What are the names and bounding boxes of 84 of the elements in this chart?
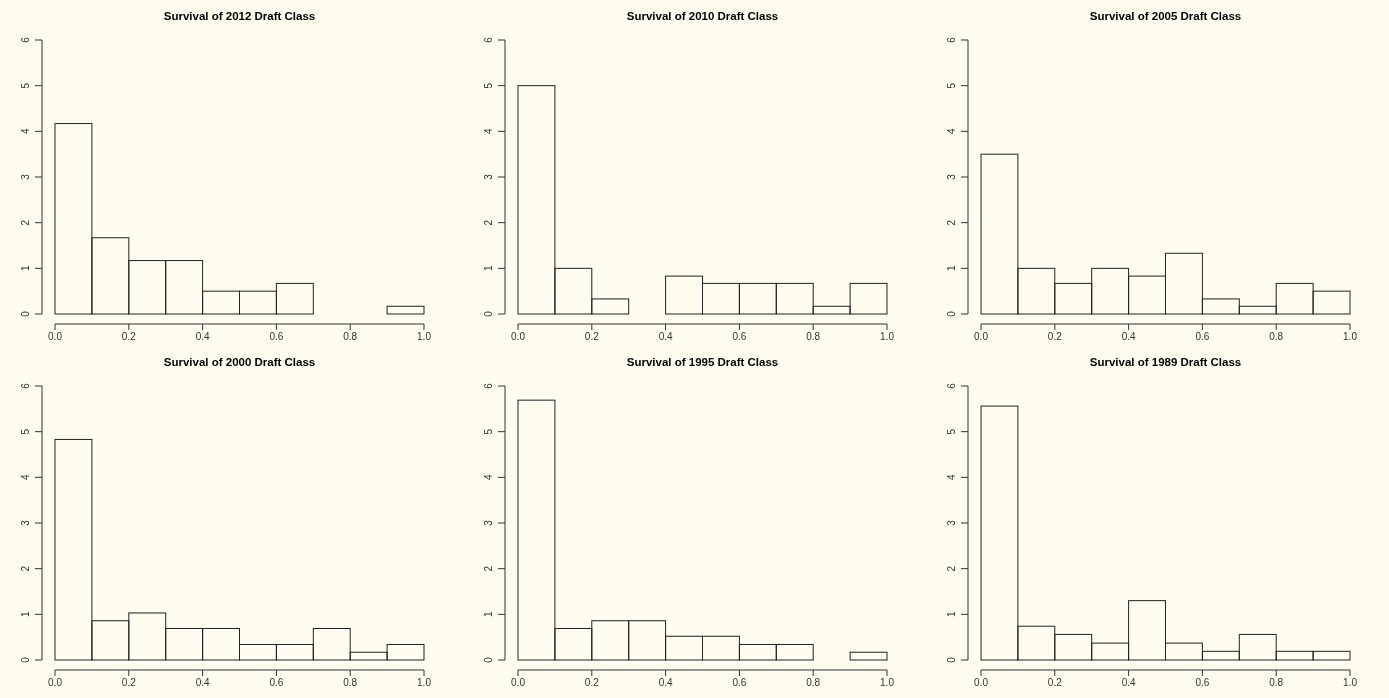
y-tick-label: 2	[946, 219, 957, 226]
x-tick-label: 0.4	[195, 677, 210, 688]
x-tick-label: 0.0	[974, 677, 989, 688]
x-tick-label: 0.0	[48, 331, 63, 342]
x-tick-label: 0.6	[732, 331, 747, 342]
y-tick-label: 6	[483, 382, 494, 389]
x-tick-label: 0.2	[584, 331, 600, 342]
x-tick-label: 0.8	[806, 677, 821, 688]
x-tick-label: 0.2	[584, 677, 600, 688]
x-tick-label: 0.4	[195, 331, 210, 342]
chart-title: Survival of 1995 Draft Class	[626, 356, 779, 368]
x-tick-label: 1.0	[1343, 677, 1358, 688]
y-tick-label: 4	[483, 474, 494, 481]
y-tick-label: 0	[20, 656, 31, 663]
x-tick-label: 1.0	[1343, 331, 1358, 342]
y-tick-label: 5	[20, 82, 31, 89]
x-tick-label: 0.4	[1121, 677, 1136, 688]
y-tick-label: 5	[946, 82, 957, 89]
y-tick-label: 0	[946, 310, 957, 317]
y-tick-label: 1	[946, 265, 957, 272]
x-tick-label: 0.0	[48, 677, 63, 688]
y-tick-label: 4	[20, 128, 31, 135]
y-tick-label: 1	[483, 265, 494, 272]
y-tick-label: 3	[20, 519, 31, 526]
y-tick-label: 1	[946, 611, 957, 618]
x-tick-label: 1.0	[417, 677, 432, 688]
x-tick-label: 1.0	[417, 331, 432, 342]
x-tick-label: 0.6	[269, 331, 284, 342]
y-tick-label: 3	[20, 173, 31, 180]
chart-title: Survival of 2000 Draft Class	[163, 356, 316, 368]
y-tick-label: 6	[946, 382, 957, 389]
y-tick-label: 5	[20, 428, 31, 435]
x-tick-label: 0.8	[806, 331, 821, 342]
y-tick-label: 2	[946, 565, 957, 572]
chart-title: Survival of 2010 Draft Class	[626, 10, 779, 22]
y-tick-label: 5	[483, 82, 494, 89]
y-tick-label: 6	[946, 36, 957, 43]
y-tick-label: 6	[20, 36, 31, 43]
x-tick-label: 0.6	[1195, 677, 1210, 688]
x-tick-label: 0.2	[121, 677, 137, 688]
x-tick-label: 0.8	[343, 331, 358, 342]
y-tick-label: 5	[483, 428, 494, 435]
x-tick-label: 0.2	[1047, 677, 1063, 688]
y-tick-label: 3	[483, 519, 494, 526]
x-tick-label: 0.8	[1269, 331, 1284, 342]
x-tick-label: 0.8	[343, 677, 358, 688]
y-tick-label: 2	[483, 219, 494, 226]
y-tick-label: 4	[20, 474, 31, 481]
chart-title: Survival of 2012 Draft Class	[163, 10, 316, 22]
y-tick-label: 2	[483, 565, 494, 572]
y-tick-label: 0	[946, 656, 957, 663]
y-tick-label: 3	[483, 173, 494, 180]
chart-title: Survival of 1989 Draft Class	[1089, 356, 1242, 368]
y-tick-label: 4	[946, 128, 957, 135]
y-tick-label: 2	[20, 219, 31, 226]
x-tick-label: 0.2	[1047, 331, 1063, 342]
x-tick-label: 0.6	[1195, 331, 1210, 342]
x-tick-label: 0.6	[269, 677, 284, 688]
x-tick-label: 0.4	[658, 331, 673, 342]
y-tick-label: 3	[946, 173, 957, 180]
y-tick-label: 0	[483, 656, 494, 663]
y-tick-label: 1	[20, 265, 31, 272]
x-tick-label: 0.0	[974, 331, 989, 342]
y-tick-label: 5	[946, 428, 957, 435]
y-tick-label: 1	[483, 611, 494, 618]
y-tick-label: 3	[946, 519, 957, 526]
y-tick-label: 4	[483, 128, 494, 135]
x-tick-label: 1.0	[880, 677, 895, 688]
y-tick-label: 2	[20, 565, 31, 572]
y-tick-label: 6	[20, 382, 31, 389]
x-tick-label: 0.4	[658, 677, 673, 688]
y-tick-label: 0	[483, 310, 494, 317]
y-tick-label: 1	[20, 611, 31, 618]
y-tick-label: 6	[483, 36, 494, 43]
y-tick-label: 0	[20, 310, 31, 317]
x-tick-label: 0.0	[511, 331, 526, 342]
x-tick-label: 0.2	[121, 331, 137, 342]
x-tick-label: 0.8	[1269, 677, 1284, 688]
x-tick-label: 0.0	[511, 677, 526, 688]
chart-title: Survival of 2005 Draft Class	[1089, 10, 1242, 22]
y-tick-label: 4	[946, 474, 957, 481]
x-tick-label: 1.0	[880, 331, 895, 342]
x-tick-label: 0.6	[732, 677, 747, 688]
x-tick-label: 0.4	[1121, 331, 1136, 342]
